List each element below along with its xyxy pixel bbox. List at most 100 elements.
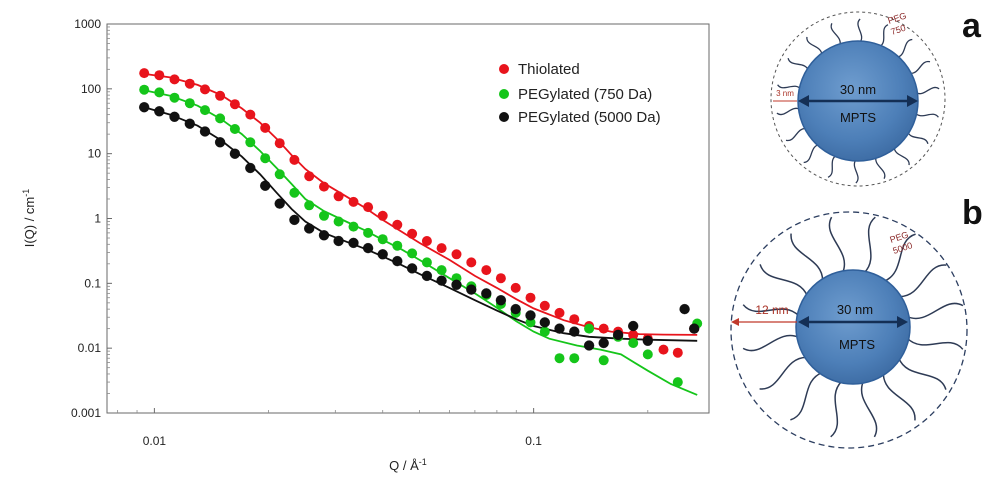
core-diameter-label-a: 30 nm (840, 82, 876, 97)
data-point-2 (199, 126, 211, 137)
y-axis-ticks: 0.001 0.01 0.1 1 10 100 1000 (71, 17, 112, 420)
data-point-2 (392, 255, 403, 267)
data-point-1 (598, 355, 609, 366)
data-point-0 (525, 292, 536, 303)
legend-label-peg750: PEGylated (750 Da) (518, 86, 652, 103)
data-point-1 (392, 240, 403, 251)
data-point-1 (245, 137, 256, 148)
data-point-0 (154, 70, 165, 81)
data-point-2 (139, 102, 150, 113)
data-point-1 (672, 377, 683, 388)
data-point-2 (245, 162, 256, 174)
peg-chain (908, 60, 931, 74)
data-point-0 (598, 323, 609, 334)
x-axis-label-sup: -1 (419, 457, 427, 467)
saxs-chart: 0.001 0.01 0.1 1 10 100 1000 0.01 0.1 I(Q) / cm… (21, 17, 710, 473)
x-axis-label-main: Q / Å (389, 458, 419, 473)
data-point-2 (569, 326, 580, 337)
data-point-0 (569, 314, 580, 325)
data-point-2 (304, 223, 315, 234)
peg-chain (759, 356, 808, 390)
peg-chain (906, 337, 964, 350)
peg-chain (828, 216, 846, 274)
data-point-2 (679, 303, 690, 315)
data-point-2 (377, 249, 388, 260)
data-point-0 (658, 344, 669, 355)
data-point-2 (539, 317, 550, 328)
y-tick-label: 10 (88, 147, 102, 161)
peg-chain (803, 143, 820, 164)
data-point-0 (672, 347, 683, 358)
data-point-2 (421, 270, 433, 282)
legend-marker-peg5000 (499, 112, 509, 122)
peg-chain (906, 302, 964, 320)
data-point-2 (554, 323, 565, 334)
data-point-0 (466, 257, 477, 268)
data-point-0 (348, 196, 359, 207)
data-point-0 (139, 68, 150, 79)
y-tick-label: 1 (94, 212, 101, 226)
data-point-2 (612, 329, 624, 341)
data-point-0 (377, 210, 388, 221)
data-point-1 (304, 200, 315, 211)
data-point-2 (510, 303, 521, 315)
peg-chain (857, 18, 863, 44)
legend: Thiolated PEGylated (750 Da) PEGylated (… (499, 61, 661, 126)
data-point-0 (407, 228, 418, 239)
data-point-2 (184, 118, 195, 129)
peg-label-a-line2: 750 (890, 23, 907, 37)
peg-chain (896, 38, 913, 59)
peg-label-a-line1: PEG (887, 11, 908, 26)
data-point-1 (154, 87, 165, 98)
peg-shell-boundary-a (770, 11, 946, 187)
data-point-2 (642, 335, 653, 346)
peg-chain (883, 233, 916, 283)
y-tick-label: 100 (81, 82, 101, 96)
data-point-2 (274, 198, 285, 209)
data-point-1 (184, 98, 195, 109)
data-point-0 (421, 236, 432, 246)
data-point-1 (260, 153, 271, 164)
peg-chain (790, 233, 824, 282)
peg-chain (787, 57, 810, 71)
data-point-1 (436, 265, 447, 276)
peg-chain (906, 131, 929, 145)
peg-chain (860, 380, 878, 438)
peg-chain (898, 264, 947, 298)
data-point-2 (406, 263, 418, 274)
data-point-1 (642, 349, 653, 360)
data-point-0 (436, 243, 447, 254)
peg-chain (853, 158, 859, 184)
data-point-1 (333, 216, 344, 227)
data-point-1 (363, 227, 374, 238)
data-point-1 (569, 353, 580, 364)
peg-chain (878, 24, 889, 48)
y-axis-label: I(Q) / cm-1 (21, 189, 37, 248)
data-point-2 (362, 242, 374, 254)
data-point-1 (319, 210, 329, 221)
core-diameter-label-b: 30 nm (837, 302, 873, 317)
data-point-1 (539, 326, 550, 337)
data-point-0 (260, 122, 271, 133)
data-point-2 (260, 180, 271, 191)
y-tick-label: 0.01 (78, 341, 102, 355)
legend-label-thiolated: Thiolated (518, 61, 580, 78)
y-axis-label-sup: -1 (21, 189, 31, 197)
core-arrowhead-left-b (798, 316, 809, 328)
y-axis-label-main: I(Q) / cm (22, 197, 37, 248)
data-point-1 (554, 353, 565, 364)
peg-chain (806, 36, 823, 56)
data-point-2 (229, 148, 241, 159)
core-arrowhead-left-a (798, 95, 809, 107)
x-tick-label: 0.01 (143, 434, 167, 448)
data-point-1 (377, 234, 388, 245)
data-point-0 (333, 191, 344, 202)
data-point-2 (289, 214, 300, 226)
peg-chain (893, 146, 910, 166)
panel-letter-a: a (962, 7, 982, 45)
data-point-0 (392, 219, 403, 230)
peg-chain (830, 23, 841, 47)
data-point-2 (318, 230, 330, 241)
data-point-2 (628, 320, 639, 332)
y-tick-label: 0.001 (71, 406, 101, 420)
